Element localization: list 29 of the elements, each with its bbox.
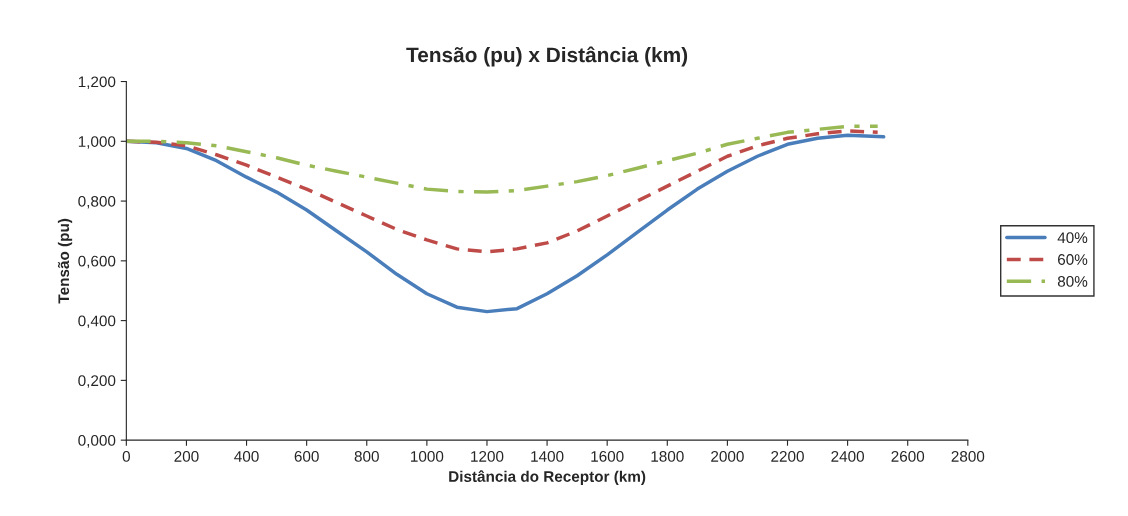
x-tick-label: 1600: [591, 450, 624, 462]
x-tick-label: 2600: [891, 450, 925, 462]
legend-label: 40%: [1057, 232, 1088, 244]
x-tick-label: 0: [122, 450, 130, 462]
y-tick-label: 0,400: [78, 315, 116, 329]
x-tick-label: 400: [234, 450, 259, 462]
y-tick-label: 0,600: [78, 255, 116, 269]
y-tick-label: 0,000: [78, 435, 116, 448]
x-tick-label: 2400: [831, 450, 865, 462]
x-tick-label: 1200: [471, 450, 504, 462]
x-tick-label: 800: [354, 450, 379, 462]
x-tick-label: 200: [174, 450, 199, 462]
legend-label: 60%: [1058, 254, 1088, 265]
x-axis-title: Distância do Receptor (km): [449, 470, 646, 485]
x-tick-label: 1000: [411, 450, 444, 462]
x-tick-label: 600: [294, 450, 319, 462]
x-tick-label: 1400: [531, 450, 564, 462]
y-axis-title: Tensão (pu): [57, 218, 73, 304]
legend-label: 80%: [1057, 276, 1088, 287]
chart-title: Tensão (pu) x Distância (km): [406, 46, 688, 67]
x-tick-label: 1800: [651, 450, 684, 462]
y-tick-label: 0,200: [78, 375, 116, 388]
x-tick-label: 2200: [771, 450, 804, 462]
y-tick-label: 1,200: [78, 76, 116, 90]
x-tick-label: 2000: [711, 450, 744, 462]
y-tick-label: 1,000: [78, 136, 116, 149]
line-series: [126, 124, 880, 194]
y-tick-label: 0,800: [78, 195, 116, 209]
x-tick-label: 2800: [951, 450, 985, 462]
